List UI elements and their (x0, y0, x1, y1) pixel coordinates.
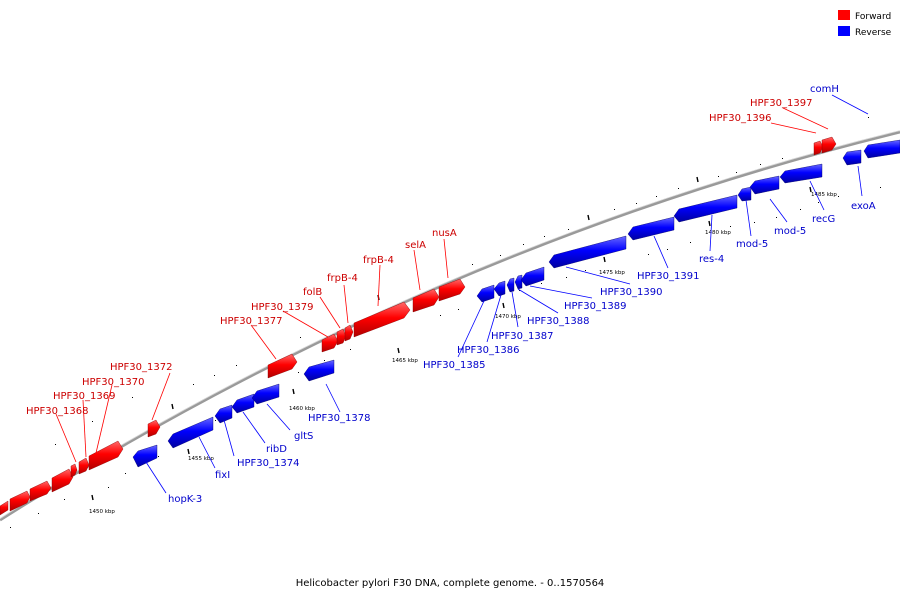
legend-reverse-label: Reverse (855, 28, 892, 38)
gene-label-recg: recG (812, 214, 835, 225)
gene-label-hpf30-1377: HPF30_1377 (220, 316, 282, 327)
gene-label-comh: comH (810, 84, 839, 95)
reverse-genes (132, 139, 900, 468)
scale-label-1465: 1465 kbp (392, 358, 418, 364)
scale-label-1485: 1485 kbp (811, 192, 837, 198)
legend-forward-swatch (838, 10, 850, 20)
forward-gene[interactable] (0, 500, 9, 516)
reverse-gene[interactable] (737, 186, 752, 202)
genome-backbone-highlight (0, 130, 900, 519)
genome-caption: Helicobacter pylori F30 DNA, complete ge… (295, 578, 605, 589)
reverse-gene[interactable] (863, 139, 900, 159)
forward-gene[interactable] (821, 136, 837, 154)
reverse-gene[interactable] (779, 163, 823, 184)
gene-label-res-4: res-4 (699, 254, 724, 265)
gene-label-hpf30-1370: HPF30_1370 (82, 377, 144, 388)
gene-label-nusa: nusA (432, 228, 457, 239)
gene-label-hpf30-1391: HPF30_1391 (637, 271, 699, 282)
forward-gene[interactable] (70, 463, 78, 478)
scale-dots (10, 117, 881, 528)
forward-gene[interactable] (353, 301, 411, 338)
reverse-gene[interactable] (251, 383, 280, 405)
forward-gene[interactable] (9, 490, 31, 512)
forward-leaders (55, 107, 829, 463)
scale-labels: 1450 kbp 1455 kbp 1460 kbp 1465 kbp 1470… (89, 192, 837, 515)
reverse-gene[interactable] (476, 284, 495, 303)
reverse-gene[interactable] (548, 235, 627, 269)
forward-gene[interactable] (344, 324, 354, 342)
gene-label-hpf30-1397: HPF30_1397 (750, 98, 812, 109)
gene-label-fixi: fixI (215, 470, 230, 481)
gene-label-hpf30-1387: HPF30_1387 (491, 331, 553, 342)
forward-gene[interactable] (78, 457, 90, 475)
reverse-gene[interactable] (673, 194, 738, 223)
forward-genes (0, 136, 837, 516)
forward-gene[interactable] (412, 288, 440, 313)
gene-label-frpb-4-a: frpB-4 (327, 273, 358, 284)
legend-forward-label: Forward (855, 12, 891, 22)
forward-gene-labels: HPF30_1368 HPF30_1369 HPF30_1370 HPF30_1… (26, 98, 812, 417)
gene-label-hpf30-1386: HPF30_1386 (457, 345, 519, 356)
legend: Forward Reverse (838, 10, 892, 38)
reverse-gene[interactable] (214, 404, 233, 424)
gene-label-sela: selA (405, 240, 426, 251)
forward-gene[interactable] (29, 480, 52, 502)
scale-label-1470: 1470 kbp (495, 314, 521, 320)
forward-gene[interactable] (267, 353, 298, 379)
reverse-gene[interactable] (520, 266, 545, 287)
forward-gene[interactable] (147, 419, 161, 438)
reverse-gene[interactable] (506, 277, 515, 293)
forward-gene[interactable] (321, 333, 339, 353)
reverse-leaders (145, 94, 869, 494)
gene-label-mod-5-b: mod-5 (774, 226, 806, 237)
scale-label-1455: 1455 kbp (188, 456, 214, 462)
forward-gene[interactable] (51, 468, 74, 493)
forward-gene[interactable] (88, 440, 124, 471)
gene-label-hpf30-1385: HPF30_1385 (423, 360, 485, 371)
gene-label-exoa: exoA (851, 201, 876, 212)
reverse-gene[interactable] (842, 149, 862, 166)
gene-label-ribd: ribD (266, 444, 287, 455)
reverse-gene[interactable] (493, 280, 506, 297)
gene-label-hpf30-1388: HPF30_1388 (527, 316, 589, 327)
reverse-gene-labels: hopK-3 fixI HPF30_1374 ribD gltS HPF30_1… (168, 84, 876, 505)
gene-label-glts: gltS (294, 431, 313, 442)
gene-label-frpb-4-b: frpB-4 (363, 255, 394, 266)
gene-label-hpf30-1374: HPF30_1374 (237, 458, 299, 469)
scale-label-1480: 1480 kbp (705, 230, 731, 236)
gene-label-hpf30-1396: HPF30_1396 (709, 113, 771, 124)
gene-label-hpf30-1390: HPF30_1390 (600, 287, 662, 298)
gene-label-hopk-3: hopK-3 (168, 494, 202, 505)
gene-label-hpf30-1372: HPF30_1372 (110, 362, 172, 373)
reverse-gene[interactable] (231, 393, 255, 414)
gene-label-folb: folB (303, 287, 322, 298)
gene-label-hpf30-1389: HPF30_1389 (564, 301, 626, 312)
reverse-gene[interactable] (132, 444, 158, 468)
forward-gene[interactable] (438, 278, 466, 302)
reverse-gene[interactable] (749, 175, 780, 195)
legend-reverse-swatch (838, 26, 850, 36)
reverse-gene[interactable] (514, 274, 523, 290)
gene-label-hpf30-1378: HPF30_1378 (308, 413, 370, 424)
gene-label-mod-5-a: mod-5 (736, 239, 768, 250)
gene-label-hpf30-1379: HPF30_1379 (251, 302, 313, 313)
scale-ticks (91, 176, 812, 501)
gene-label-hpf30-1369: HPF30_1369 (53, 391, 115, 402)
gene-label-hpf30-1368: HPF30_1368 (26, 406, 88, 417)
reverse-gene[interactable] (627, 216, 675, 241)
scale-label-1475: 1475 kbp (599, 270, 625, 276)
forward-gene[interactable] (336, 328, 347, 346)
forward-gene[interactable] (813, 140, 824, 156)
reverse-gene[interactable] (303, 359, 335, 382)
reverse-gene[interactable] (167, 416, 214, 449)
scale-label-1460: 1460 kbp (289, 406, 315, 412)
scale-label-1450: 1450 kbp (89, 509, 115, 515)
